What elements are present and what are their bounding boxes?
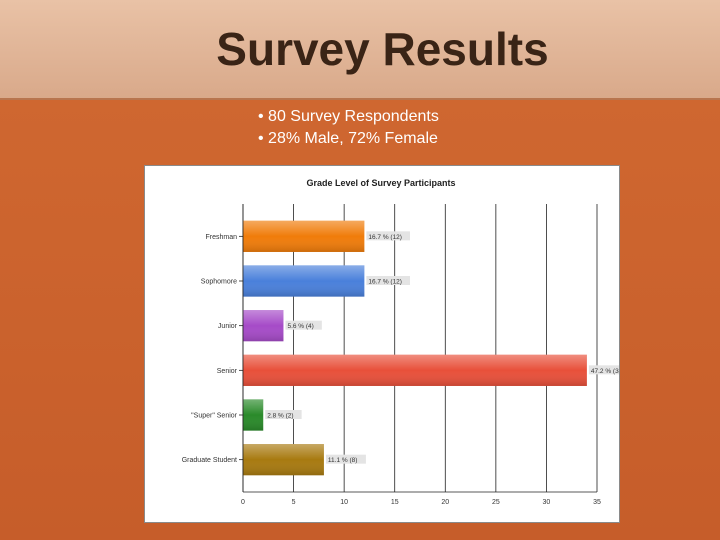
chart-panel: Grade Level of Survey Participants Fresh… [144,165,620,523]
data-label: 2.8 % (2) [267,413,293,420]
bullet-list: 80 Survey Respondents 28% Male, 72% Fema… [258,106,439,150]
bar-shading [243,220,365,252]
x-tick-label: 10 [340,499,348,506]
data-label: 5.6 % (4) [287,323,313,330]
bar-shading [243,310,284,342]
category-label: Senior [217,368,238,375]
data-label-box [588,365,619,375]
x-tick-label: 25 [492,499,500,506]
data-label-box [285,320,322,330]
data-label: 16.7 % (12) [368,234,402,241]
data-label: 16.7 % (12) [368,279,402,286]
title-band [0,0,720,100]
data-label: 11.1 % (8) [328,457,358,464]
category-label: Junior [218,323,238,330]
x-tick-label: 30 [543,499,551,506]
data-label-box [366,231,410,241]
category-label: Graduate Student [182,457,237,464]
x-tick-label: 5 [292,499,296,506]
bar-shading [243,354,587,386]
category-label: "Super" Senior [191,413,237,420]
data-label: 47.2 % (34) [591,368,619,375]
bar-shading [243,399,264,431]
data-label-box [366,276,410,285]
x-tick-label: 15 [391,499,399,506]
chart-title: Grade Level of Survey Participants [306,178,455,188]
x-tick-label: 20 [441,499,449,506]
category-label: Sophomore [201,279,237,286]
slide-title: Survey Results [216,23,549,75]
bar-chart: Grade Level of Survey Participants Fresh… [182,178,619,506]
data-label-box [325,454,366,464]
x-tick-label: 0 [241,499,245,506]
category-label: Freshman [205,234,237,241]
bullet-respondents: 80 Survey Respondents [258,106,439,128]
bar-shading [243,265,365,297]
x-tick-label: 35 [593,499,601,506]
bar-shading [243,444,324,476]
data-label-box [265,410,302,419]
bullet-gender-split: 28% Male, 72% Female [258,128,439,150]
